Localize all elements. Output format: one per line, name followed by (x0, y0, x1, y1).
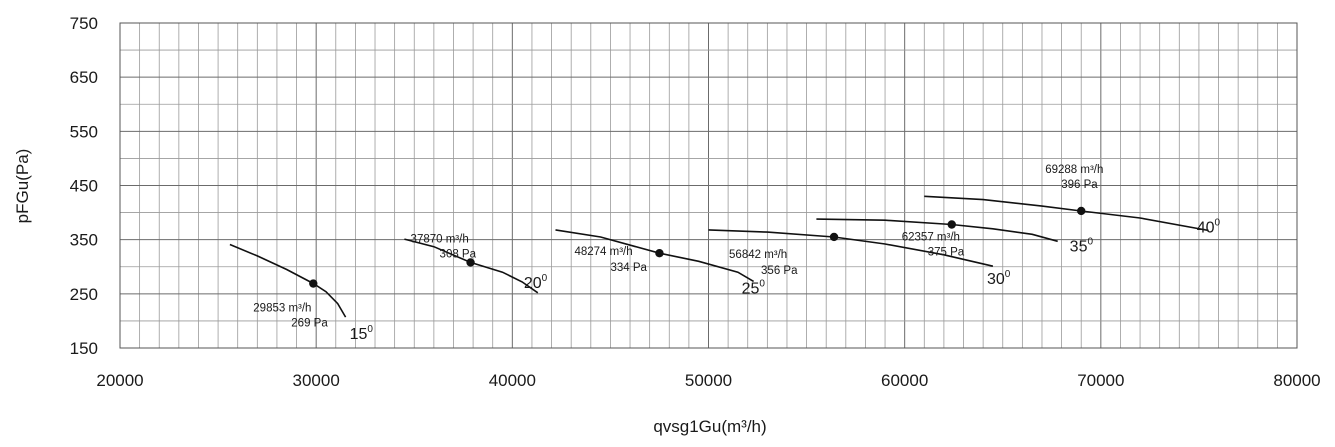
flow-label: 56842 m³/h (729, 249, 787, 261)
flow-label: 48274 m³/h (574, 246, 632, 258)
pressure-label: 375 Pa (928, 247, 965, 259)
x-tick-label: 70000 (1077, 371, 1124, 390)
blade-angle-label: 400 (1197, 217, 1221, 236)
operating-point-20 (466, 258, 475, 267)
y-tick-label: 450 (70, 177, 98, 196)
y-tick-label: 350 (70, 231, 98, 250)
angle-superscript: 0 (759, 278, 765, 289)
flow-label: 62357 m³/h (902, 232, 960, 244)
operating-point-25 (655, 249, 664, 258)
angle-value: 25 (742, 280, 760, 297)
y-axis-title: pFGu(Pa) (13, 149, 32, 224)
y-tick-label: 250 (70, 285, 98, 304)
flow-label: 37870 m³/h (411, 233, 469, 245)
y-tick-label: 750 (70, 14, 98, 33)
angle-value: 40 (1197, 219, 1215, 236)
x-tick-label: 60000 (881, 371, 928, 390)
angle-value: 15 (350, 326, 368, 343)
curves (229, 195, 1209, 318)
angle-superscript: 0 (1005, 269, 1011, 280)
operating-point-15 (309, 279, 318, 288)
operating-point-40 (1077, 206, 1086, 216)
x-axis-title: qvsg1Gu(m³/h) (653, 417, 766, 436)
flow-label: 69288 m³/h (1045, 164, 1103, 176)
angle-superscript: 0 (1215, 217, 1221, 228)
x-tick-label: 50000 (685, 371, 732, 390)
pressure-label: 396 Pa (1061, 179, 1098, 191)
plot-frame (119, 22, 1298, 349)
x-tick-label: 20000 (96, 371, 143, 390)
angle-superscript: 0 (1087, 236, 1093, 247)
y-tick-label: 650 (70, 68, 98, 87)
pressure-label: 334 Pa (610, 262, 647, 274)
angle-value: 35 (1070, 238, 1088, 255)
x-tick-label: 30000 (293, 371, 340, 390)
angle-value: 30 (987, 271, 1005, 288)
pressure-label: 308 Pa (440, 248, 477, 260)
operating-point-30 (829, 232, 839, 242)
curve-40-deg (924, 195, 1209, 232)
x-tick-label: 40000 (489, 371, 536, 390)
angle-superscript: 0 (367, 324, 373, 335)
angle-superscript: 0 (542, 273, 548, 284)
curve-20-deg (404, 238, 539, 294)
pressure-label: 356 Pa (761, 265, 798, 277)
markers (309, 206, 1086, 288)
pressure-label: 269 Pa (291, 318, 328, 330)
blade-angle-label: 300 (987, 269, 1011, 288)
y-tick-label: 550 (70, 122, 98, 141)
operating-point-35 (947, 220, 956, 229)
curve-30-deg (708, 229, 994, 267)
y-tick-label: 150 (70, 339, 98, 358)
flow-label: 29853 m³/h (253, 303, 311, 315)
curve-25-deg (555, 229, 755, 283)
curve-35-deg (816, 218, 1058, 243)
blade-angle-label: 200 (524, 273, 548, 292)
blade-angle-label: 250 (742, 278, 766, 297)
x-tick-label: 80000 (1273, 371, 1320, 390)
grid (119, 22, 1298, 349)
blade-angle-label: 350 (1070, 236, 1094, 255)
tick-labels: 20000 30000 40000 50000 60000 70000 8000015025… (70, 14, 1321, 390)
angle-value: 20 (524, 275, 542, 292)
blade-angle-label: 150 (350, 324, 374, 343)
